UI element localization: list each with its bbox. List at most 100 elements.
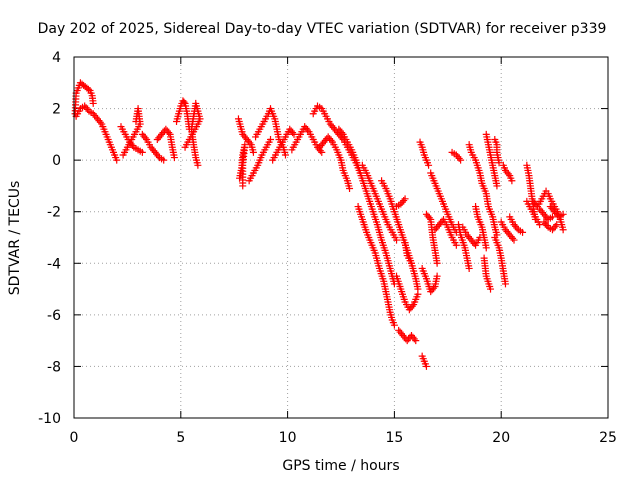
data-point xyxy=(493,182,501,190)
data-point xyxy=(393,236,401,244)
data-series-t45 xyxy=(529,187,550,211)
data-point xyxy=(316,147,324,155)
data-series-t9 xyxy=(234,115,257,156)
y-tick-label: -4 xyxy=(47,256,61,272)
data-series-t20 xyxy=(378,177,422,293)
data-point xyxy=(346,185,354,193)
y-axis-label: SDTVAR / TECUs xyxy=(7,181,23,296)
data-point xyxy=(194,161,202,169)
x-tick-label: 20 xyxy=(492,430,510,446)
data-series-t5 xyxy=(138,130,168,164)
data-series-t42 xyxy=(506,213,527,236)
data-point xyxy=(138,148,146,156)
data-point xyxy=(246,139,254,147)
data-point xyxy=(239,182,247,190)
data-point xyxy=(504,170,512,178)
data-series-t13 xyxy=(269,125,298,164)
chart-title: Day 202 of 2025, Sidereal Day-to-day VTE… xyxy=(38,21,607,37)
data-series-t24 xyxy=(401,239,415,267)
data-point xyxy=(559,226,567,234)
data-series-t49 xyxy=(546,203,567,221)
data-point xyxy=(452,241,460,249)
data-series-t27 xyxy=(416,138,433,169)
data-series-t17 xyxy=(335,125,398,288)
data-point xyxy=(327,136,335,144)
y-tick-label: -10 xyxy=(38,411,61,427)
data-point xyxy=(551,222,559,230)
data-point xyxy=(132,117,140,125)
data-series-t19 xyxy=(358,161,401,244)
data-point xyxy=(508,177,516,185)
data-series-t4 xyxy=(119,105,144,159)
data-point xyxy=(433,259,441,267)
y-tick-label: 2 xyxy=(52,102,61,118)
y-tick-label: -8 xyxy=(47,359,61,375)
data-series-t12 xyxy=(252,105,289,159)
data-series-t16 xyxy=(316,133,354,193)
x-tick-label: 0 xyxy=(70,430,79,446)
data-series-t2 xyxy=(72,102,121,164)
data-point xyxy=(559,210,567,218)
data-point xyxy=(338,129,346,137)
data-point xyxy=(290,130,298,138)
data-series-t3 xyxy=(117,123,146,156)
data-point xyxy=(304,126,312,134)
data-series-t33 xyxy=(448,148,465,164)
data-point xyxy=(180,98,188,106)
x-tick-label: 15 xyxy=(385,430,403,446)
data-point xyxy=(267,136,275,144)
data-point xyxy=(548,213,556,221)
data-series-t7 xyxy=(173,97,193,133)
data-series-t18 xyxy=(354,203,398,329)
x-tick-label: 5 xyxy=(176,430,185,446)
data-point xyxy=(154,152,162,160)
data-series-t23 xyxy=(393,195,409,211)
data-series-t25 xyxy=(418,352,430,370)
y-tick-label: 4 xyxy=(52,50,61,66)
data-series-t39 xyxy=(491,136,503,167)
x-axis-label: GPS time / hours xyxy=(282,458,399,474)
data-point xyxy=(410,335,418,343)
data-point xyxy=(141,134,149,142)
data-point xyxy=(501,280,509,288)
data-series-t8 xyxy=(181,99,204,169)
data-series-t38 xyxy=(491,234,509,288)
data-series-t30 xyxy=(431,215,460,249)
data-point xyxy=(495,159,503,167)
data-point xyxy=(457,156,465,164)
data-point xyxy=(482,244,490,252)
data-point xyxy=(318,148,326,156)
data-point xyxy=(96,118,104,126)
data-point xyxy=(408,302,416,310)
data-point xyxy=(509,234,517,242)
data-series-t44 xyxy=(523,197,544,229)
data-point xyxy=(510,236,518,244)
x-tick-label: 25 xyxy=(599,430,617,446)
data-series-t29 xyxy=(427,169,460,236)
data-point xyxy=(170,154,178,162)
data-point xyxy=(407,259,415,267)
x-tick-label: 10 xyxy=(279,430,297,446)
data-point xyxy=(487,285,495,293)
data-point xyxy=(249,148,257,156)
data-series-t10 xyxy=(236,141,249,190)
data-series-t26 xyxy=(418,264,441,296)
data-point xyxy=(289,129,297,137)
data-point xyxy=(519,228,527,236)
data-series-t6 xyxy=(153,125,178,162)
data-point xyxy=(160,156,168,164)
data-point xyxy=(281,151,289,159)
data-series-t34 xyxy=(465,141,501,239)
data-series-t28 xyxy=(422,210,441,267)
data-point xyxy=(433,272,441,280)
data-series-t32 xyxy=(459,223,484,249)
data-point xyxy=(412,337,420,345)
data-point xyxy=(390,321,398,329)
data-point xyxy=(513,224,521,232)
data-point xyxy=(84,85,92,93)
data-point xyxy=(401,195,409,203)
data-series-t21 xyxy=(393,272,422,314)
data-point xyxy=(89,99,97,107)
